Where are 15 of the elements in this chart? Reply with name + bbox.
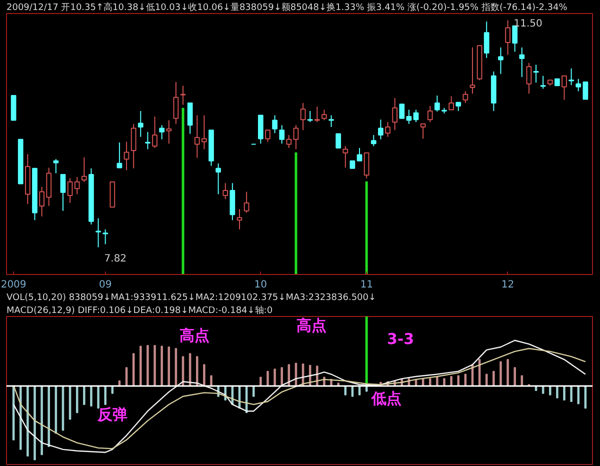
annotation: 高点 [180, 326, 210, 344]
text: 7.82 [104, 253, 127, 264]
text: VOL(5,10,20) 838059↓MA1:933911.625↓MA2:1209102.375↓MA3:2323836.500↓ [6, 293, 376, 303]
x-tick-label: 12 [501, 280, 514, 290]
text: MACD(26,12,9) DIFF:0.106↓DEA:0.198↓MACD:-0.184↓轴:0 [6, 305, 273, 316]
x-tick-label: 2009 [0, 280, 26, 290]
x-tick-label: 10 [254, 280, 268, 290]
text: 2009/12/17 开10.35↑高10.38↓低10.03↓收10.06↓量838059↓额85048↓换1.33% 振3.41% 涨(-0.20)-1.95% 指数(-76.14)-2.34% [6, 2, 568, 13]
annotation: 低点 [370, 390, 402, 408]
annotation: 反弹 [96, 406, 128, 424]
x-tick-label: 11 [360, 280, 373, 290]
x-tick-label: 09 [98, 280, 112, 290]
annotation: 11.50 [514, 18, 542, 30]
annotation: 3-3 [386, 330, 414, 348]
text: 高点 [296, 316, 326, 334]
